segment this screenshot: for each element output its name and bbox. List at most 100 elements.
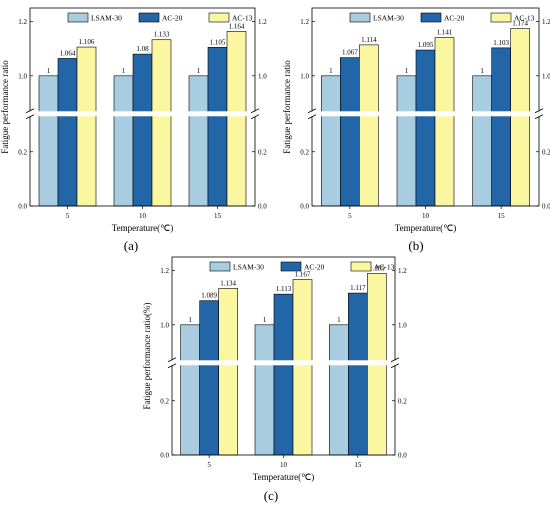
bar-lsam-30-10 [113, 75, 134, 207]
bar-lsam-30-15 [188, 75, 209, 207]
bar-lsam-30-5 [180, 324, 200, 456]
data-label: 1.113 [276, 285, 292, 293]
y-tick-label-left: 0.2 [160, 397, 169, 405]
legend-swatch-lsam-30 [67, 12, 89, 23]
bar-ac-13-10 [434, 37, 455, 207]
data-label: 1 [188, 316, 192, 324]
bar-lsam-30-5 [38, 75, 59, 207]
break-mark-left [25, 108, 35, 114]
bar-lsam-30-10 [254, 324, 275, 456]
x-tick-label: 15 [214, 212, 222, 220]
bar-ac-20-10 [132, 53, 153, 207]
axis-break-gap [311, 111, 540, 117]
x-tick-label: 5 [207, 461, 211, 469]
y-tick-label-right: 0.0 [542, 203, 550, 211]
y-tick-label-left: 0.0 [160, 452, 169, 460]
y-tick-label-left: 1.2 [160, 267, 169, 275]
y-tick-label-right: 1.2 [258, 18, 267, 26]
plot-frame [311, 7, 540, 207]
break-mark-right [250, 114, 260, 120]
y-axis-title: Fatigue performance ratio [282, 60, 292, 154]
axis-break-gap [29, 111, 256, 117]
data-label: 1.067 [342, 49, 358, 57]
bar-ac-20-15 [348, 292, 368, 456]
bar-lsam-30-5 [321, 75, 341, 207]
data-label: 1 [197, 67, 201, 75]
legend-swatch-ac-20 [420, 12, 442, 23]
legend-label: AC-20 [304, 263, 325, 272]
data-label: 1.095 [418, 41, 434, 49]
x-tick-label: 10 [422, 212, 430, 220]
figure-caption: (c) [264, 488, 278, 503]
data-label: 1.134 [220, 279, 236, 287]
bar-ac-13-5 [359, 44, 379, 207]
bar-ac-20-5 [57, 58, 78, 207]
data-label: 1 [480, 67, 484, 75]
x-axis-title: Temperature(℃) [253, 472, 314, 482]
legend-swatch-lsam-30 [209, 261, 231, 272]
bar-lsam-30-15 [329, 324, 349, 456]
y-tick-label-left: 1.0 [300, 72, 309, 80]
y-tick-label-left: 0.2 [300, 148, 309, 156]
bar-ac-13-5 [76, 46, 97, 207]
data-label: 1.117 [350, 284, 366, 292]
figure-caption: (a) [124, 238, 138, 253]
y-tick-label-left: 0.0 [300, 203, 309, 211]
y-tick-label-left: 1.2 [18, 18, 27, 26]
y-tick-label-right: 1.0 [542, 72, 550, 80]
y-tick-label-right: 1.2 [398, 267, 407, 275]
legend-label: AC-20 [444, 14, 465, 23]
data-label: 1.064 [60, 49, 76, 57]
data-label: 1 [337, 316, 341, 324]
plot-frame [29, 7, 256, 207]
x-tick-label: 10 [280, 461, 288, 469]
y-tick-label-right: 0.2 [258, 148, 267, 156]
legend-swatch-ac-13 [490, 12, 512, 23]
data-label: 1.08 [136, 45, 149, 53]
data-label: 1 [263, 316, 267, 324]
break-mark-left [167, 363, 177, 369]
bar-ac-13-10 [292, 279, 313, 456]
legend-label: AC-13 [514, 14, 535, 23]
bar-lsam-30-10 [396, 75, 417, 207]
bar-ac-20-15 [491, 47, 511, 207]
bar-ac-13-15 [226, 31, 247, 207]
data-label: 1 [122, 67, 126, 75]
break-mark-right [534, 114, 544, 120]
data-label: 1 [329, 67, 333, 75]
break-mark-left [25, 114, 35, 120]
data-label: 1.106 [79, 38, 95, 46]
break-mark-right [250, 108, 260, 114]
x-axis-title: Temperature(℃) [395, 223, 456, 233]
bar-ac-13-15 [510, 28, 530, 207]
y-tick-label-left: 0.2 [18, 148, 27, 156]
x-tick-label: 10 [139, 212, 147, 220]
y-tick-label-left: 1.0 [160, 321, 169, 329]
y-tick-label-right: 0.2 [542, 148, 550, 156]
bar-lsam-30-15 [472, 75, 492, 207]
data-label: 1.189 [369, 265, 385, 273]
legend-swatch-ac-13 [208, 12, 230, 23]
bar-ac-20-5 [340, 57, 360, 207]
data-label: 1.167 [295, 271, 311, 279]
break-mark-left [167, 357, 177, 363]
bar-ac-13-5 [218, 288, 238, 456]
data-label: 1.133 [154, 31, 170, 39]
x-tick-label: 5 [348, 212, 352, 220]
legend: LSAM-30 AC-20 AC-13 [67, 12, 253, 23]
legend-label: LSAM-30 [373, 14, 404, 23]
y-tick-label-right: 0.0 [258, 203, 267, 211]
data-label: 1.103 [493, 39, 509, 47]
x-tick-label: 15 [498, 212, 506, 220]
legend: LSAM-30 AC-20 AC-13 [349, 12, 535, 23]
break-mark-left [307, 108, 317, 114]
figure-caption: (b) [408, 238, 423, 253]
legend-label: AC-13 [232, 14, 253, 23]
data-label: 1.174 [512, 20, 528, 28]
legend-label: AC-13 [374, 263, 395, 272]
bar-ac-20-5 [199, 300, 219, 456]
y-tick-label-left: 0.0 [18, 203, 27, 211]
x-tick-label: 15 [354, 461, 362, 469]
